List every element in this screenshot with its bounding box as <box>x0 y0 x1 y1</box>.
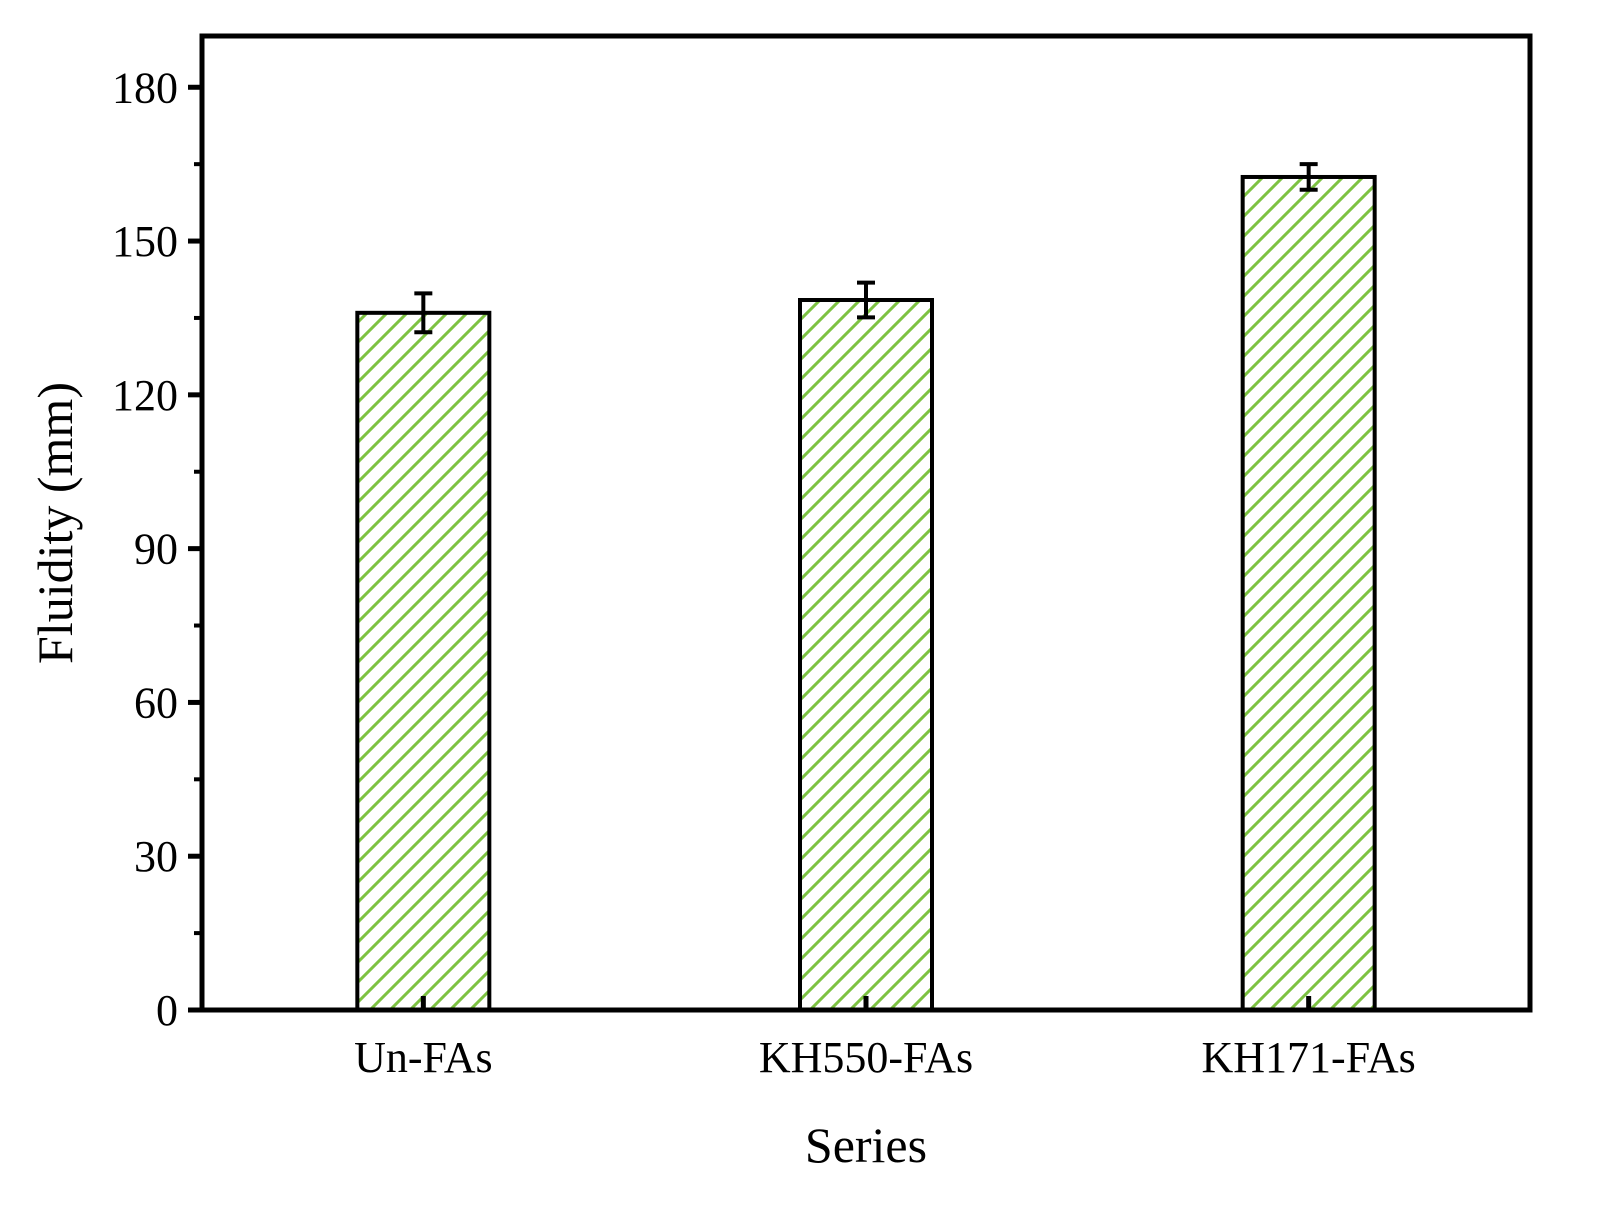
bar-un-fas <box>355 310 492 1012</box>
x-axis-title: Series <box>805 1117 927 1173</box>
y-tick-label: 150 <box>112 217 178 266</box>
x-axis: Un-FAs KH550-FAs KH171-FAs <box>354 996 1416 1082</box>
y-tick-label: 180 <box>112 63 178 112</box>
error-bar-kh550-fas <box>857 280 875 320</box>
x-tick-label: KH171-FAs <box>1202 1033 1416 1082</box>
y-axis-title: Fluidity (mm) <box>27 382 83 664</box>
y-axis: 0 30 60 90 120 150 180 <box>112 63 202 1035</box>
bar-kh171-fas <box>1240 174 1377 1012</box>
x-tick-label: Un-FAs <box>354 1033 493 1082</box>
y-tick-label: 60 <box>134 678 178 727</box>
error-bars-layer <box>414 162 1318 335</box>
y-tick-label: 120 <box>112 371 178 420</box>
y-tick-label: 0 <box>156 986 178 1035</box>
y-tick-label: 30 <box>134 832 178 881</box>
bar-kh550-fas <box>798 298 934 1012</box>
y-tick-label: 90 <box>134 525 178 574</box>
error-bar-un-fas <box>414 291 433 335</box>
x-tick-label: KH550-FAs <box>759 1033 973 1082</box>
error-bar-kh171-fas <box>1299 162 1318 192</box>
